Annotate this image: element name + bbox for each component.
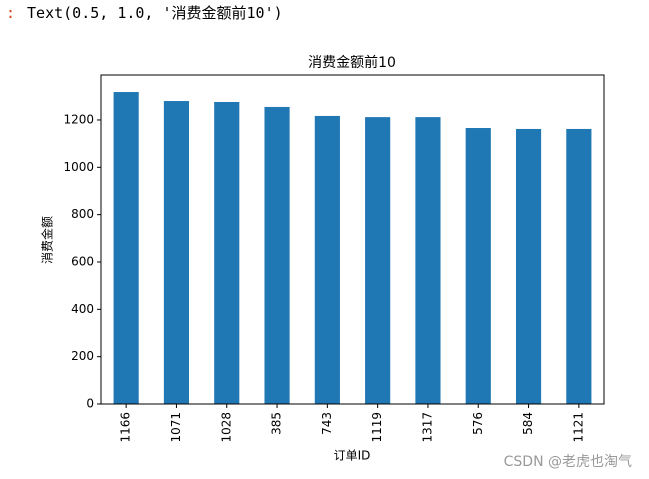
bar	[415, 117, 441, 405]
y-tick-label: 1200	[63, 112, 94, 126]
x-tick-label: 1071	[169, 412, 183, 443]
x-tick-label: 576	[471, 412, 485, 435]
x-tick-label: 1121	[571, 412, 585, 443]
bar	[365, 117, 391, 405]
bar	[465, 128, 491, 404]
y-tick-label: 0	[86, 397, 94, 411]
bar	[113, 92, 139, 405]
y-tick-label: 400	[71, 302, 94, 316]
x-tick-label: 584	[521, 412, 535, 435]
cell-output: : Text(0.5, 1.0, '消费金额前10')	[6, 2, 283, 23]
x-tick-label: 1119	[370, 412, 384, 443]
output-text: Text(0.5, 1.0, '消费金额前10')	[27, 4, 283, 22]
x-tick-label: 385	[270, 412, 284, 435]
bar	[214, 101, 240, 405]
bar	[163, 101, 190, 404]
y-tick-label: 800	[71, 207, 94, 221]
x-tick-label: 743	[320, 412, 334, 435]
bar	[515, 128, 542, 405]
bar	[264, 106, 290, 404]
x-tick-label: 1028	[219, 412, 233, 443]
plot-frame	[100, 74, 605, 405]
x-tick-label: 1166	[119, 412, 133, 443]
y-tick-label: 200	[71, 349, 94, 363]
bar	[314, 115, 340, 404]
chart-title: 消费金额前10	[308, 54, 396, 71]
output-prompt: :	[6, 4, 16, 22]
x-tick-label: 1317	[420, 412, 434, 443]
watermark: CSDN @老虎也淘气	[504, 454, 632, 470]
y-tick-label: 600	[71, 254, 94, 268]
bar	[566, 128, 592, 405]
x-axis-label: 订单ID	[334, 449, 371, 463]
y-tick-label: 1000	[63, 160, 94, 174]
y-axis-label: 消费金额	[40, 216, 55, 264]
